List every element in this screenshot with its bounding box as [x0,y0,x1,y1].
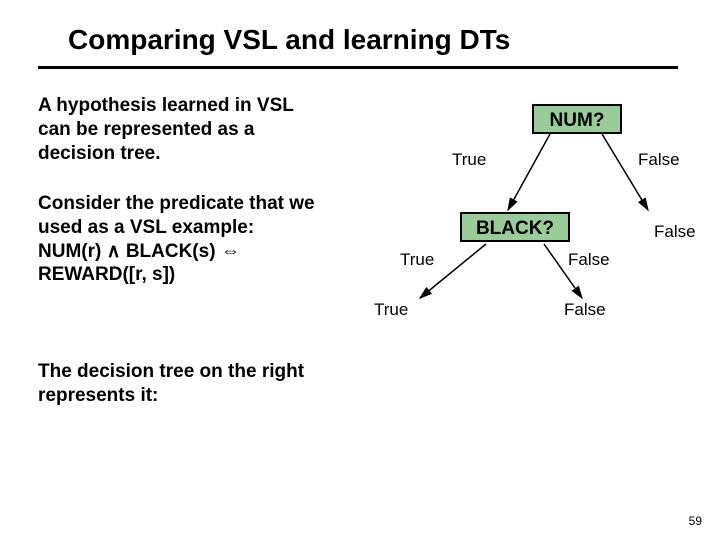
leaf-false: False [564,300,606,320]
tree-node-num: NUM? [532,104,622,134]
title-underline [38,66,678,69]
logic-black: BLACK(s) [126,241,216,262]
edge-label-black-false-right: False [654,222,696,242]
logic-num: NUM(r) [38,241,101,262]
slide-title: Comparing VSL and learning DTs [68,24,510,56]
page-number: 59 [689,514,702,528]
logic-line-1: NUM(r) ∧ BLACK(s) ⇔ [38,241,240,262]
leaf-true: True [374,300,408,320]
logic-reward: REWARD([r, s]) [38,264,175,285]
paragraph-3: The decision tree on the right represent… [38,360,318,408]
edge-label-num-true: True [452,150,486,170]
edge-label-num-false: False [638,150,680,170]
paragraph-2: Consider the predicate that we used as a… [38,192,318,287]
paragraph-1: A hypothesis learned in VSL can be repre… [38,94,318,165]
para2-intro: Consider the predicate that we used as a… [38,193,315,238]
logic-iff: ⇔ [221,241,240,262]
edge-label-black-false: False [568,250,610,270]
logic-and: ∧ [107,241,121,262]
edge-label-black-true: True [400,250,434,270]
tree-node-black: BLACK? [460,212,570,242]
